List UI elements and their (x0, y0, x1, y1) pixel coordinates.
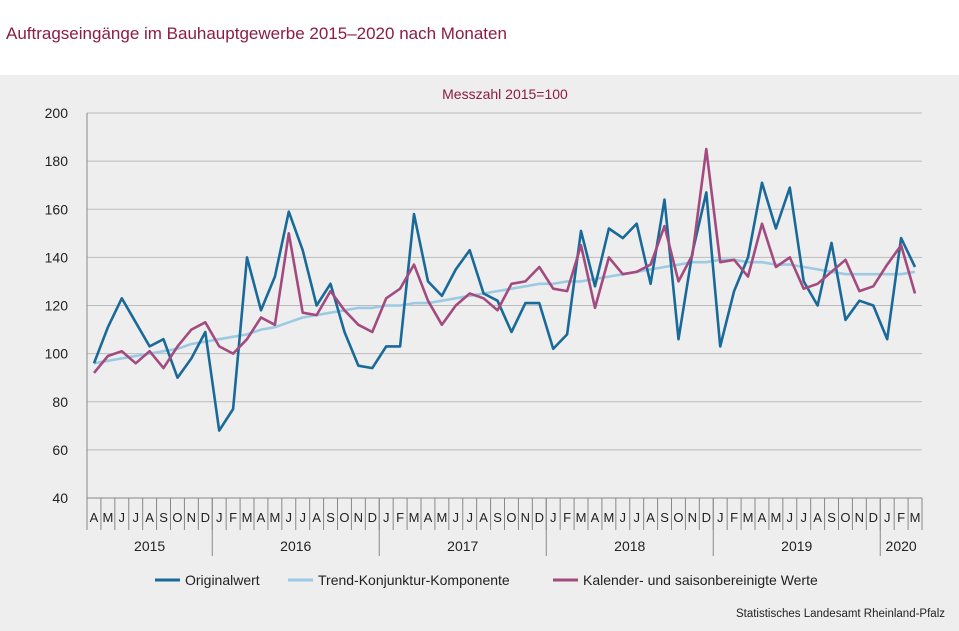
year-label: 2015 (134, 538, 165, 554)
x-tick-label: S (159, 510, 168, 525)
x-tick-label: O (339, 510, 349, 525)
x-tick-label: M (770, 510, 781, 525)
x-tick-label: D (368, 510, 377, 525)
x-tick-label: A (591, 510, 600, 525)
x-tick-label: J (884, 510, 891, 525)
x-tick-label: D (869, 510, 878, 525)
x-tick-label: F (396, 510, 404, 525)
x-tick-label: N (688, 510, 697, 525)
year-label: 2018 (614, 538, 645, 554)
y-tick-label: 180 (45, 153, 69, 169)
x-tick-label: A (312, 510, 321, 525)
series-line-saisonbereinigt (92, 147, 917, 374)
x-tick-label: M (576, 510, 587, 525)
legend-label: Originalwert (185, 572, 260, 588)
x-tick-label: D (535, 510, 544, 525)
y-tick-label: 100 (45, 346, 69, 362)
x-tick-label: M (910, 510, 921, 525)
x-tick-label: M (409, 510, 420, 525)
x-tick-label: M (603, 510, 614, 525)
x-tick-label: N (521, 510, 530, 525)
x-tick-label: A (758, 510, 767, 525)
x-tick-label: O (673, 510, 683, 525)
x-tick-label: J (633, 510, 640, 525)
x-tick-label: A (90, 510, 99, 525)
year-label: 2020 (886, 538, 917, 554)
x-tick-label: M (242, 510, 253, 525)
series-line-originalwert (92, 181, 917, 432)
series-line-trend (93, 258, 916, 365)
x-tick-label: J (383, 510, 390, 525)
x-tick-label: D (702, 510, 711, 525)
y-tick-label: 120 (45, 298, 69, 314)
x-tick-label: D (201, 510, 210, 525)
year-label: 2016 (280, 538, 311, 554)
x-tick-label: S (493, 510, 502, 525)
year-label: 2019 (781, 538, 812, 554)
y-tick-label: 200 (45, 105, 69, 121)
x-tick-label: O (172, 510, 182, 525)
legend-label: Kalender- und saisonbereinigte Werte (583, 572, 818, 588)
source-note: Statistisches Landesamt Rheinland-Pfalz (735, 608, 945, 620)
x-tick-label: J (286, 510, 293, 525)
x-tick-label: F (897, 510, 905, 525)
chart-title: Auftragseingänge im Bauhauptgewerbe 2015… (6, 24, 507, 43)
x-tick-label: J (550, 510, 557, 525)
x-tick-label: J (717, 510, 724, 525)
x-tick-label: J (132, 510, 139, 525)
x-tick-label: A (145, 510, 154, 525)
x-tick-label: M (743, 510, 754, 525)
x-tick-label: A (646, 510, 655, 525)
x-tick-label: J (620, 510, 627, 525)
x-tick-label: N (855, 510, 864, 525)
y-tick-label: 80 (52, 394, 68, 410)
x-tick-label: M (102, 510, 113, 525)
x-tick-label: J (119, 510, 126, 525)
x-tick-label: J (787, 510, 794, 525)
year-label: 2017 (447, 538, 478, 554)
x-tick-label: J (800, 510, 807, 525)
x-tick-label: F (563, 510, 571, 525)
x-tick-label: N (354, 510, 363, 525)
x-tick-label: J (299, 510, 306, 525)
chart-subtitle: Messzahl 2015=100 (442, 86, 568, 102)
x-tick-label: O (840, 510, 850, 525)
x-tick-label: S (827, 510, 836, 525)
x-tick-label: F (229, 510, 237, 525)
y-tick-label: 60 (52, 442, 68, 458)
x-tick-label: J (216, 510, 223, 525)
x-tick-label: J (453, 510, 460, 525)
y-tick-label: 140 (45, 249, 69, 265)
legend-label: Trend-Konjunktur-Komponente (318, 572, 510, 588)
x-tick-label: A (479, 510, 488, 525)
y-tick-label: 160 (45, 201, 69, 217)
x-tick-label: N (187, 510, 196, 525)
x-tick-label: O (506, 510, 516, 525)
y-tick-label: 40 (52, 490, 68, 506)
x-tick-label: S (660, 510, 669, 525)
x-tick-label: A (257, 510, 266, 525)
x-tick-label: S (326, 510, 335, 525)
x-tick-label: M (269, 510, 280, 525)
x-tick-label: M (436, 510, 447, 525)
x-tick-label: A (813, 510, 822, 525)
x-tick-label: F (730, 510, 738, 525)
x-tick-label: A (424, 510, 433, 525)
x-tick-label: J (466, 510, 473, 525)
